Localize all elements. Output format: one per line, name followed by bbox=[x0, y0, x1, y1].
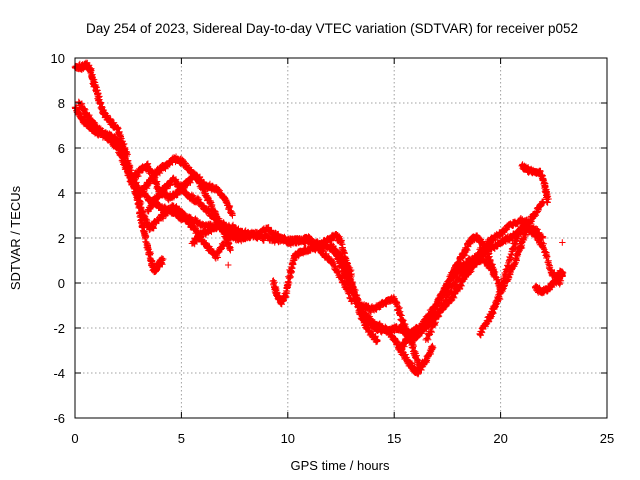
data-point bbox=[143, 192, 151, 200]
data-point bbox=[74, 108, 81, 115]
data-points bbox=[71, 59, 567, 378]
series-track-2 bbox=[71, 59, 167, 276]
chart-title: Day 254 of 2023, Sidereal Day-to-day VTE… bbox=[86, 21, 578, 36]
